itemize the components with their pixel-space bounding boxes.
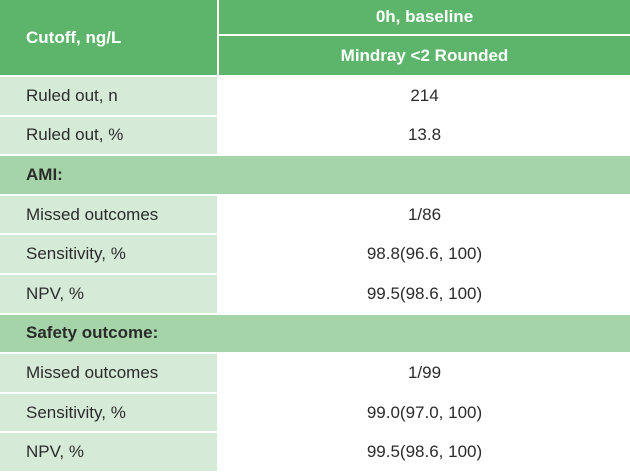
row-label: NPV, % <box>0 433 217 471</box>
row-label: NPV, % <box>0 275 217 313</box>
row-value: 1/99 <box>219 354 630 392</box>
row-label: Missed outcomes <box>0 195 217 234</box>
row-label: Ruled out, n <box>0 77 217 115</box>
row-value: 13.8 <box>219 116 630 155</box>
row-value: 1/86 <box>219 195 630 234</box>
header-column: Mindray <2 Rounded <box>219 36 630 75</box>
row-value: 99.5(98.6, 100) <box>219 433 630 471</box>
header-group: 0h, baseline <box>219 0 630 36</box>
row-value: 99.5(98.6, 100) <box>219 275 630 313</box>
row-value: 214 <box>219 77 630 115</box>
row-value: 99.0(97.0, 100) <box>219 393 630 432</box>
row-value: 98.8(96.6, 100) <box>219 235 630 273</box>
header-row-label: Cutoff, ng/L <box>0 0 217 75</box>
row-label: Missed outcomes <box>0 354 217 392</box>
section-label: Safety outcome: <box>0 314 630 353</box>
section-label: AMI: <box>0 156 630 194</box>
row-label: Ruled out, % <box>0 116 217 155</box>
row-label: Sensitivity, % <box>0 235 217 273</box>
row-label: Sensitivity, % <box>0 393 217 432</box>
